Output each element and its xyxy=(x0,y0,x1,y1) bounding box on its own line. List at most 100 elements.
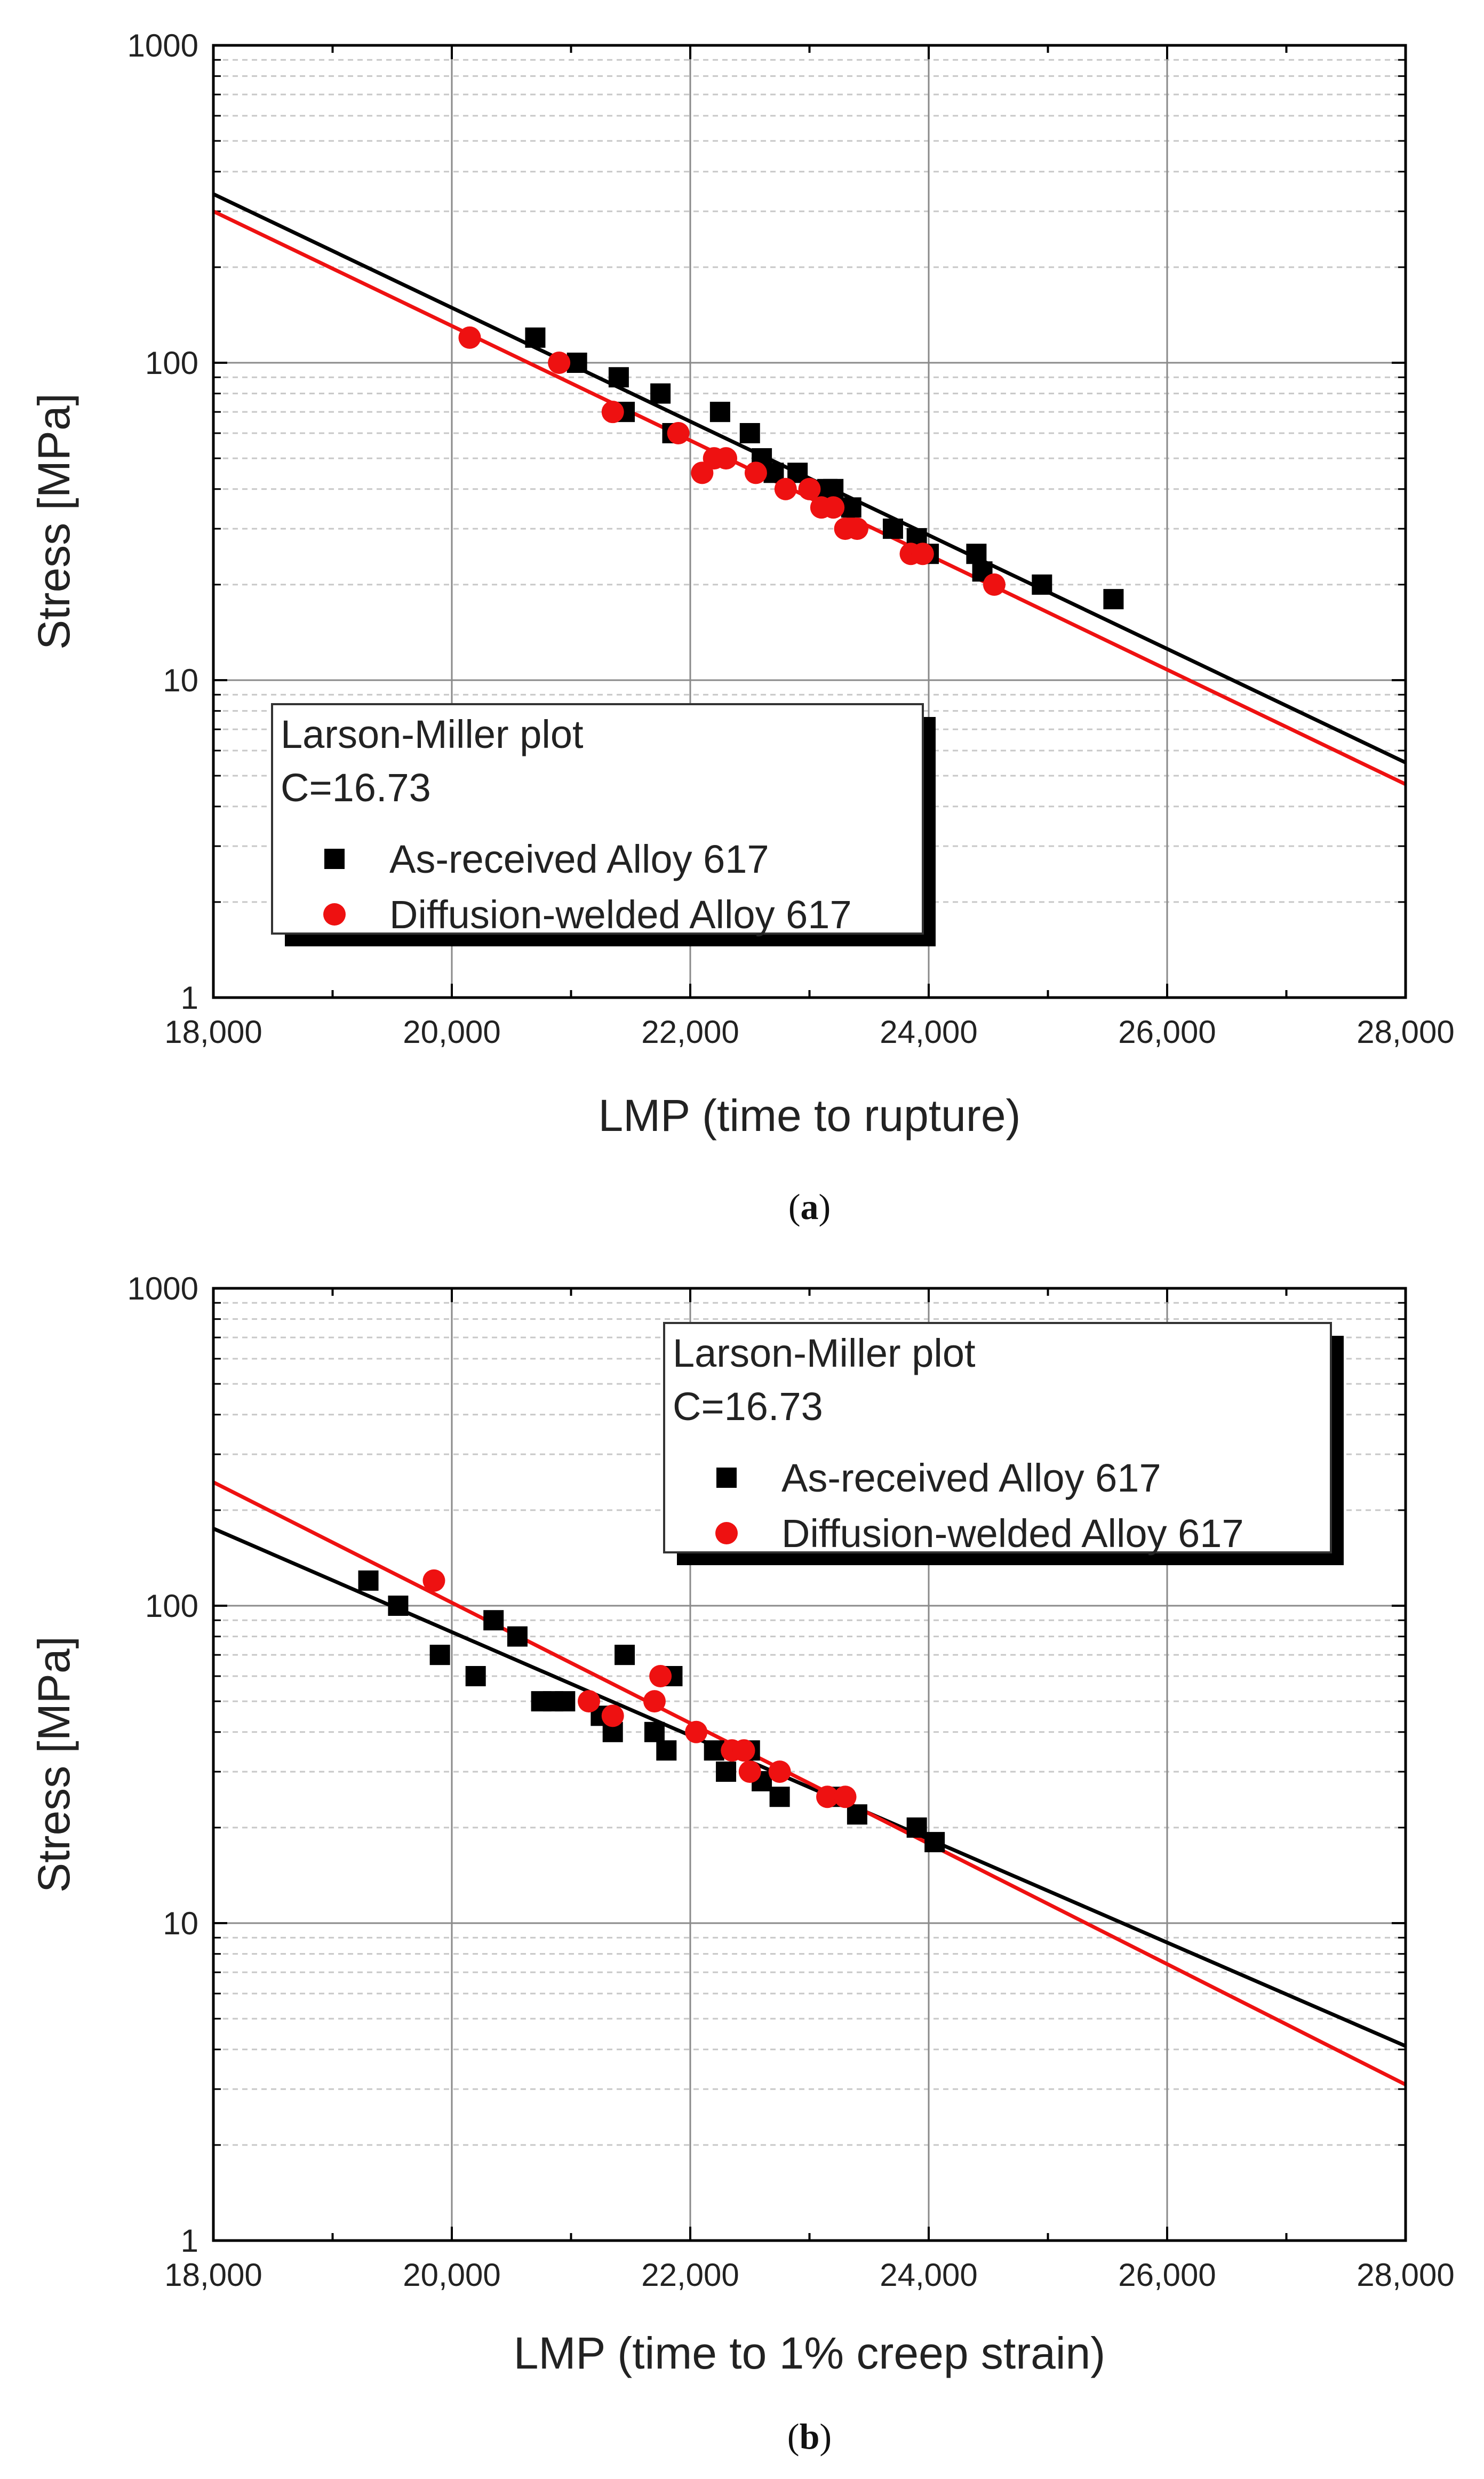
chart-panel-b: 18,000 20,000 22,000 24,000 26,000 28,000 1 10 1… xyxy=(29,1271,1455,2457)
x-tick-label: 18,000 xyxy=(164,2257,262,2293)
as-received-point xyxy=(924,1832,945,1853)
y-tick-label: 1000 xyxy=(127,1271,198,1306)
legend-entry: As-received Alloy 617 xyxy=(389,837,769,881)
diffusion-welded-point xyxy=(422,1569,445,1592)
y-tick-label: 1 xyxy=(181,980,198,1016)
legend: Larson-Miller plot C=16.73 As-received All… xyxy=(663,1322,1344,1565)
legend: Larson-Miller plot C=16.73 As-received All… xyxy=(271,703,936,946)
x-tick-label: 26,000 xyxy=(1118,2257,1216,2293)
diffusion-welded-point xyxy=(822,496,845,519)
as-received-point xyxy=(429,1645,450,1665)
as-received-point xyxy=(465,1666,486,1686)
as-received-point xyxy=(358,1570,379,1591)
as-received-point xyxy=(769,1787,790,1807)
legend-subtitle: C=16.73 xyxy=(281,766,431,810)
as-received-point xyxy=(615,1645,635,1665)
diffusion-welded-point xyxy=(845,517,868,540)
as-received-point xyxy=(709,402,730,423)
legend-box xyxy=(663,1322,1332,1553)
as-received-point xyxy=(483,1610,504,1631)
y-axis-title: Stress [MPa] xyxy=(29,393,79,650)
legend-marker-circle xyxy=(323,903,346,926)
as-received-point xyxy=(1103,589,1124,610)
diffusion-welded-point xyxy=(649,1665,672,1687)
y-tick-label: 10 xyxy=(163,663,198,698)
x-tick-label: 28,000 xyxy=(1357,1014,1455,1050)
y-axis-title: Stress [MPa] xyxy=(29,1636,79,1893)
chart-panel-a: 18,000 20,000 22,000 24,000 26,000 28,000 1 10 1… xyxy=(29,28,1455,1227)
as-received-point xyxy=(388,1596,409,1616)
panel-caption: (a) xyxy=(788,1186,831,1227)
legend-title: Larson-Miller plot xyxy=(673,1331,976,1375)
caption-letter: a xyxy=(801,1186,819,1227)
legend-marker-square xyxy=(716,1468,737,1488)
as-received-point xyxy=(906,1817,927,1838)
x-tick-label: 20,000 xyxy=(403,2257,501,2293)
as-received-point xyxy=(555,1691,576,1712)
legend-box xyxy=(271,703,924,935)
diffusion-welded-point xyxy=(911,543,934,565)
x-tick-label: 24,000 xyxy=(880,2257,978,2293)
x-tick-label: 28,000 xyxy=(1357,2257,1455,2293)
diffusion-welded-point xyxy=(732,1739,755,1762)
diffusion-welded-point xyxy=(685,1720,708,1743)
as-received-point xyxy=(608,367,629,388)
y-tick-label: 1 xyxy=(181,2223,198,2259)
as-received-point xyxy=(716,1761,737,1782)
diffusion-welded-point xyxy=(816,1785,839,1808)
diffusion-welded-point xyxy=(834,1785,857,1808)
y-tick-label: 100 xyxy=(145,345,198,381)
as-received-point xyxy=(823,479,844,499)
legend-entry: Diffusion-welded Alloy 617 xyxy=(389,892,852,937)
as-received-point xyxy=(1032,574,1052,595)
legend-entry: As-received Alloy 617 xyxy=(781,1456,1161,1500)
diffusion-welded-point xyxy=(643,1690,666,1713)
legend-entry: Diffusion-welded Alloy 617 xyxy=(781,1511,1244,1556)
fit-line-as-received xyxy=(213,1527,1406,2048)
legend-title: Larson-Miller plot xyxy=(281,712,584,756)
diffusion-welded-point xyxy=(578,1690,601,1713)
plot-frame xyxy=(212,44,1407,999)
x-tick-label: 26,000 xyxy=(1118,1014,1216,1050)
y-tick-label: 100 xyxy=(145,1588,198,1624)
as-received-point xyxy=(650,383,671,404)
as-received-point xyxy=(739,423,760,443)
plot-frame xyxy=(212,1287,1407,2242)
diffusion-welded-point xyxy=(983,573,1006,596)
legend-marker-square xyxy=(324,849,345,869)
caption-open-paren: ( xyxy=(788,1186,801,1227)
caption-close-paren: ) xyxy=(819,1186,831,1227)
diffusion-welded-point xyxy=(774,477,797,500)
diffusion-welded-point xyxy=(715,447,738,470)
legend-subtitle: C=16.73 xyxy=(673,1384,823,1429)
caption-letter: b xyxy=(800,2416,820,2457)
diffusion-welded-point xyxy=(601,401,624,424)
panel-caption: (b) xyxy=(787,2416,832,2457)
diffusion-welded-point xyxy=(744,461,767,484)
as-received-point xyxy=(525,327,546,348)
diffusion-welded-point xyxy=(667,422,690,444)
x-axis-title: LMP (time to 1% creep strain) xyxy=(514,2328,1106,2378)
x-tick-label: 22,000 xyxy=(641,1014,739,1050)
as-received-point xyxy=(507,1626,528,1647)
x-tick-label: 24,000 xyxy=(880,1014,978,1050)
diffusion-welded-point xyxy=(458,326,481,349)
caption-open-paren: ( xyxy=(787,2416,800,2457)
as-received-point xyxy=(656,1740,677,1761)
as-received-point xyxy=(644,1721,665,1742)
as-received-point xyxy=(882,519,903,539)
legend-marker-circle xyxy=(715,1522,738,1544)
diffusion-welded-point xyxy=(768,1760,791,1783)
y-tick-label: 10 xyxy=(163,1906,198,1941)
as-received-point xyxy=(847,1804,867,1825)
as-received-point xyxy=(966,544,987,564)
x-axis-title: LMP (time to rupture) xyxy=(598,1090,1020,1141)
diffusion-welded-point xyxy=(548,352,571,374)
fit-line-diffusion-welded xyxy=(213,1480,1406,2086)
caption-close-paren: ) xyxy=(819,2416,832,2457)
diffusion-welded-point xyxy=(738,1760,761,1783)
diffusion-welded-point xyxy=(798,477,821,500)
x-tick-label: 20,000 xyxy=(403,1014,501,1050)
x-tick-label: 22,000 xyxy=(641,2257,739,2293)
